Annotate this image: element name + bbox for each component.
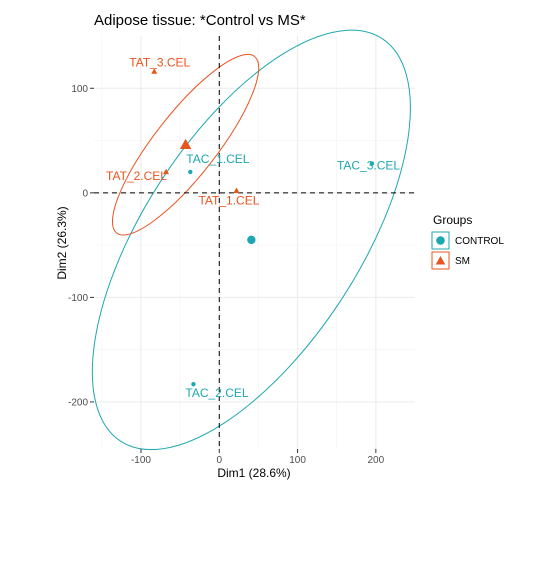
point-TAC_3.CEL bbox=[369, 161, 375, 166]
y-tick-label: 0 bbox=[82, 188, 88, 199]
x-axis-title: Dim1 (28.6%) bbox=[217, 466, 290, 480]
confidence-ellipses bbox=[91, 29, 411, 451]
y-tick-label: -100 bbox=[68, 293, 88, 304]
axes: -100 0 100 200 100 0 -100 -200 bbox=[68, 84, 385, 466]
point-label-TAT_2.CEL: TAT_2.CEL bbox=[106, 169, 167, 183]
ellipse-control bbox=[91, 29, 411, 451]
centroid-control bbox=[247, 235, 256, 245]
data-points bbox=[151, 68, 375, 387]
x-tick-label: 200 bbox=[368, 455, 385, 466]
legend-symbol-control bbox=[436, 236, 445, 245]
legend-label-sm: SM bbox=[455, 256, 470, 267]
legend: Groups CONTROL SM bbox=[431, 213, 504, 270]
centroid-sm bbox=[179, 138, 192, 149]
point-TAC_2.CEL bbox=[191, 381, 196, 387]
reference-lines bbox=[94, 36, 415, 449]
x-tick-label: 100 bbox=[289, 455, 306, 466]
point-label-TAT_3.CEL: TAT_3.CEL bbox=[129, 56, 190, 70]
point-TAT_2.CEL bbox=[162, 168, 170, 175]
point-label-TAC_1.CEL: TAC_1.CEL bbox=[186, 152, 249, 166]
legend-title: Groups bbox=[433, 213, 472, 227]
point-label-TAC_2.CEL: TAC_2.CEL bbox=[185, 386, 248, 400]
chart-title: Adipose tissue: *Control vs MS* bbox=[94, 12, 306, 29]
x-tick-label: -100 bbox=[131, 455, 151, 466]
grid-lines bbox=[94, 36, 415, 449]
point-TAT_1.CEL bbox=[233, 187, 240, 193]
y-axis-title: Dim2 (26.3%) bbox=[55, 206, 69, 279]
point-TAC_1.CEL bbox=[188, 169, 193, 175]
x-tick-label: 0 bbox=[216, 455, 222, 466]
point-TAT_3.CEL bbox=[151, 68, 158, 74]
legend-label-control: CONTROL bbox=[455, 236, 504, 247]
point-labels: TAC_1.CEL TAC_2.CEL TAC_3.CEL TAT_1.CEL TAT_… bbox=[106, 56, 400, 401]
y-tick-label: 100 bbox=[71, 84, 88, 95]
legend-symbol-sm bbox=[435, 256, 446, 265]
point-label-TAT_1.CEL: TAT_1.CEL bbox=[198, 194, 259, 208]
y-tick-label: -200 bbox=[68, 397, 88, 408]
ellipse-sm bbox=[111, 53, 260, 236]
point-label-TAC_3.CEL: TAC_3.CEL bbox=[337, 159, 400, 173]
